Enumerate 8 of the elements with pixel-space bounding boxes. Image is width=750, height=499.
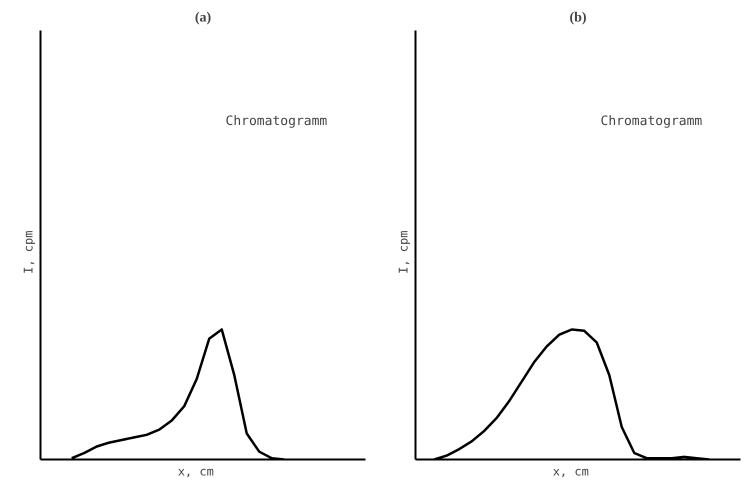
x-axis-title: x, cm: [178, 464, 214, 478]
y-axis-title: I, cpm: [396, 230, 410, 274]
chart-title: (b): [569, 10, 587, 26]
x-axis-title: x, cm: [552, 464, 589, 478]
text: Chromatogramm: [600, 114, 702, 129]
y-axis-title: I, cpm: [22, 230, 36, 274]
text: Chromatogramm: [226, 114, 328, 129]
chart-title: (a): [194, 10, 212, 26]
